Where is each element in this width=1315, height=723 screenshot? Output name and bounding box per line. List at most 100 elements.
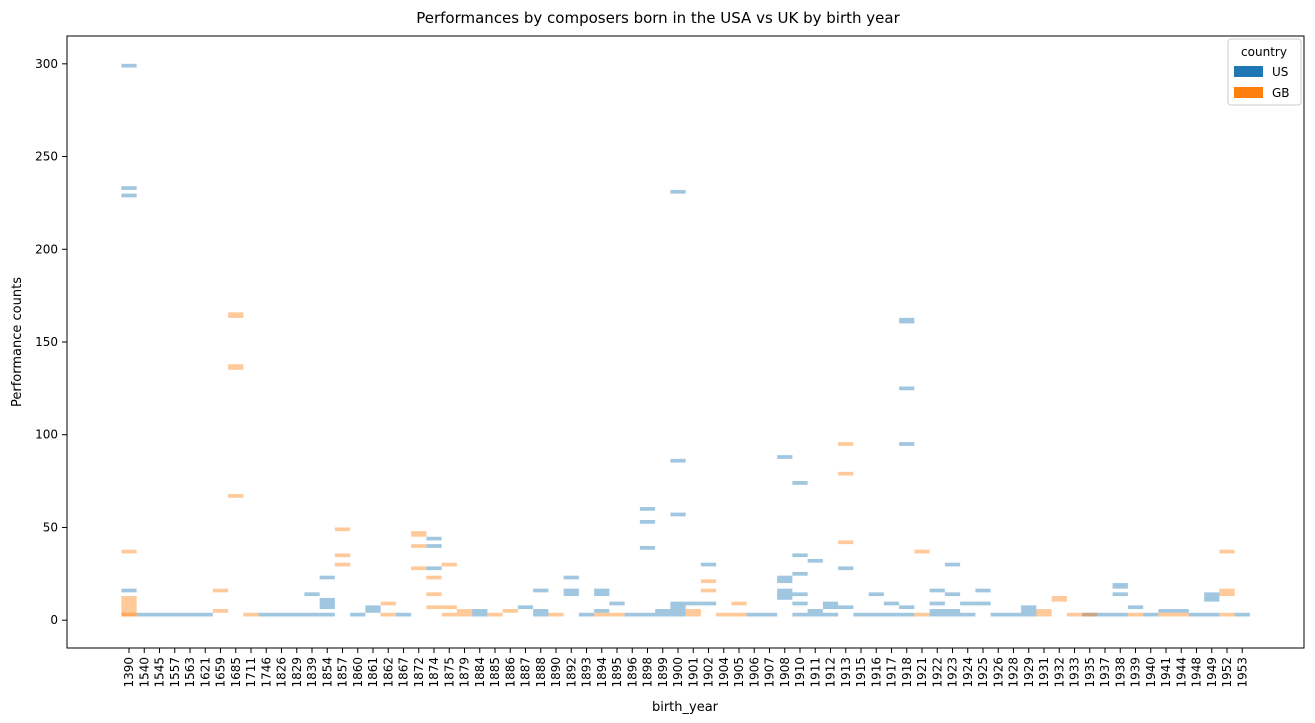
- x-tick-label: 1872: [412, 657, 426, 688]
- heatmap-cell-us: [197, 612, 213, 617]
- heatmap-cell-us: [838, 566, 854, 571]
- x-tick-label: 1940: [1144, 657, 1158, 688]
- x-tick-label: 1711: [244, 657, 258, 688]
- heatmap-cell-us: [426, 566, 442, 571]
- heatmap-cell-gb: [228, 312, 244, 318]
- heatmap-cell-gb: [441, 605, 457, 610]
- heatmap-cell-us: [350, 612, 366, 617]
- y-tick-label: 100: [35, 428, 58, 442]
- legend-label-gb: GB: [1272, 86, 1290, 100]
- heatmap-cell-us: [807, 558, 823, 563]
- heatmap-cell-us: [121, 193, 137, 198]
- heatmap-cell-us: [960, 612, 976, 617]
- heatmap-cell-gb: [1082, 612, 1098, 617]
- heatmap-cell-us: [685, 601, 701, 606]
- legend-title: country: [1241, 45, 1287, 59]
- heatmap-cell-us: [746, 612, 762, 617]
- heatmap-cell-us: [670, 458, 686, 463]
- x-tick-label: 1875: [442, 657, 456, 688]
- heatmap-cell-us: [761, 612, 778, 617]
- heatmap-cell-gb: [334, 527, 351, 532]
- x-tick-label: 1905: [732, 657, 746, 688]
- x-tick-label: 1906: [747, 657, 761, 688]
- heatmap-cell-us: [929, 601, 945, 606]
- heatmap-cell-gb: [838, 471, 854, 476]
- heatmap-cell-gb: [1158, 612, 1174, 617]
- x-tick-label: 1888: [534, 657, 548, 688]
- heatmap-cell-us: [319, 612, 335, 617]
- x-tick-label: 1928: [1007, 657, 1021, 688]
- heatmap-cell-gb: [502, 609, 518, 613]
- y-axis: 0 50 100 150 200 250 300: [35, 57, 67, 627]
- x-tick-label: 1829: [290, 657, 304, 688]
- y-tick-label: 250: [35, 150, 58, 164]
- plot-frame: [66, 35, 1305, 649]
- x-tick-label: 1826: [275, 657, 289, 688]
- heatmap-cell-gb: [243, 612, 259, 617]
- heatmap-cell-gb: [700, 588, 717, 593]
- heatmap-cell-gb: [914, 549, 930, 554]
- heatmap-cell-us: [1005, 612, 1022, 617]
- heatmap-cell-gb: [426, 592, 442, 597]
- x-tick-label: 1879: [458, 657, 472, 688]
- heatmap-cell-us: [777, 588, 793, 600]
- heatmap-cell-us: [853, 612, 869, 617]
- heatmap-cell-gb: [411, 566, 427, 571]
- heatmap-cell-us: [899, 612, 915, 617]
- heatmap-cell-gb: [838, 442, 854, 446]
- x-tick-label: 1862: [381, 657, 395, 688]
- heatmap-cell-us: [700, 601, 717, 606]
- x-tick-label: 1908: [778, 657, 792, 688]
- y-tick-label: 200: [35, 242, 58, 256]
- heatmap-cell-us: [594, 588, 610, 597]
- heatmap-cell-gb: [1219, 612, 1235, 617]
- heatmap-cell-us: [822, 612, 839, 617]
- heatmap-cell-us: [777, 455, 793, 459]
- heatmap-cell-us: [533, 588, 549, 593]
- x-tick-label: 1902: [702, 657, 716, 688]
- x-tick-label: 1948: [1190, 657, 1204, 688]
- x-tick-label: 1935: [1083, 657, 1097, 688]
- x-tick-label: 1893: [580, 657, 594, 688]
- heatmap-cell-us: [121, 63, 137, 68]
- x-tick-label: 1545: [153, 657, 167, 688]
- heatmap-cell-us: [1082, 612, 1098, 617]
- heatmap-cell-gb: [380, 601, 396, 606]
- legend-swatch-us: [1234, 66, 1263, 77]
- x-tick-label: 1861: [366, 657, 380, 688]
- x-tick-label: 1854: [320, 657, 334, 688]
- heatmap-cell-us: [1112, 583, 1128, 589]
- x-tick-label: 1939: [1129, 657, 1143, 688]
- x-tick-label: 1900: [671, 657, 685, 688]
- legend: country US GB: [1227, 38, 1302, 106]
- heatmap-cell-us: [273, 612, 290, 617]
- x-tick-label: 1874: [427, 657, 441, 688]
- heatmap-cell-us: [670, 512, 686, 517]
- x-tick-label: 1746: [259, 657, 273, 688]
- heatmap-cell-us: [594, 609, 610, 613]
- x-tick-label: 1931: [1037, 657, 1051, 688]
- heatmap-cell-us: [1112, 592, 1128, 597]
- x-tick-label: 1860: [351, 657, 365, 688]
- x-tick-label: 1390: [122, 657, 136, 688]
- heatmap-cell-gb: [426, 605, 442, 610]
- heatmap-cell-us: [1234, 612, 1250, 617]
- heatmap-cell-gb: [456, 609, 473, 617]
- heatmap-cell-us: [563, 575, 579, 580]
- x-tick-label: 1899: [656, 657, 670, 688]
- heatmap-cell-us: [792, 481, 808, 485]
- x-tick-label: 1907: [763, 657, 777, 688]
- heatmap-cell-us: [792, 612, 808, 617]
- heatmap-cell-gb: [334, 553, 351, 558]
- heatmap-cell-us: [899, 605, 915, 610]
- heatmap-cell-gb: [548, 612, 564, 617]
- heatmap-cell-us: [121, 186, 137, 190]
- chart-title: Performances by composers born in the US…: [416, 9, 900, 27]
- heatmap-cell-us: [1158, 609, 1174, 613]
- heatmap-cell-us: [1097, 612, 1113, 617]
- heatmap-cell-us: [899, 386, 915, 391]
- heatmap-cell-us: [639, 507, 656, 511]
- heatmap-cell-us: [1021, 605, 1037, 617]
- x-tick-label: 1913: [839, 657, 853, 688]
